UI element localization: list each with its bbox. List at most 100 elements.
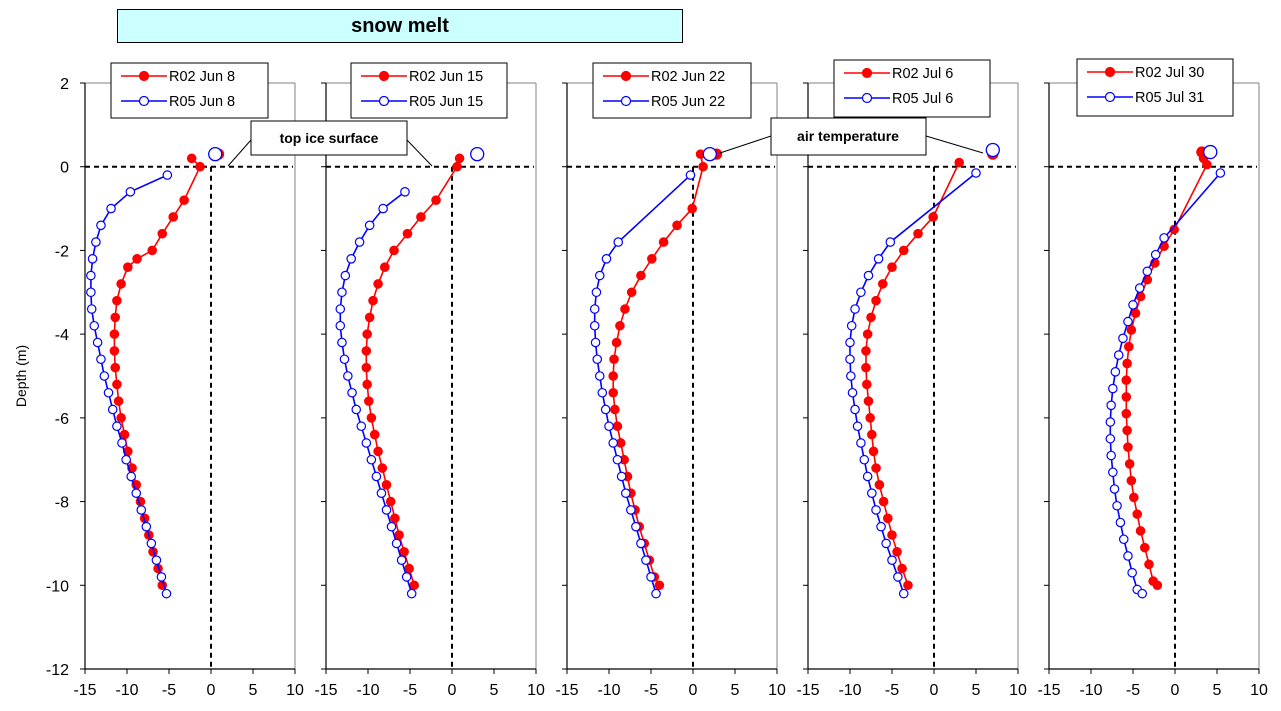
data-point xyxy=(110,312,121,323)
data-point xyxy=(845,354,855,365)
data-point xyxy=(866,312,876,323)
data-point xyxy=(594,371,605,381)
data-point xyxy=(1110,367,1121,377)
data-point xyxy=(897,563,907,574)
data-point xyxy=(698,161,708,172)
data-point xyxy=(867,429,877,440)
data-point xyxy=(156,572,167,582)
data-point xyxy=(361,438,372,448)
legend-marker xyxy=(138,70,150,82)
data-point xyxy=(402,228,413,239)
data-point xyxy=(611,337,622,348)
data-point xyxy=(615,320,625,331)
data-point xyxy=(119,429,130,440)
x-tick-label: -10 xyxy=(838,682,861,699)
data-point xyxy=(609,354,619,365)
data-point xyxy=(339,354,350,365)
data-point xyxy=(1122,425,1132,436)
data-point xyxy=(162,170,173,180)
legend-marker xyxy=(138,95,150,107)
legend-box xyxy=(350,62,508,119)
x-tick-label: 10 xyxy=(768,682,786,699)
data-point xyxy=(126,471,136,482)
data-point xyxy=(608,387,618,398)
data-point xyxy=(399,546,409,557)
data-point xyxy=(1144,559,1154,570)
data-point xyxy=(885,237,896,247)
data-point xyxy=(378,203,388,214)
data-point xyxy=(366,454,377,465)
data-point xyxy=(1105,417,1116,427)
data-point xyxy=(354,237,365,247)
data-point xyxy=(362,329,372,339)
legend: R02 Jun 8 R05 Jun 8 xyxy=(110,62,269,119)
data-point xyxy=(626,287,637,298)
data-point xyxy=(361,362,372,373)
legend-label: R02 Jun 22 xyxy=(651,69,725,85)
data-point xyxy=(109,346,120,356)
x-tick-label: 10 xyxy=(1009,682,1027,699)
legend-label: R05 Jun 8 xyxy=(169,94,235,110)
legend-label: R05 Jun 22 xyxy=(651,94,725,110)
y-tick-label: -6 xyxy=(55,411,69,428)
data-point xyxy=(186,153,197,164)
panel-5: -15 -10 -5 0 5 10 R02 Jul 30 R05 Jul 31 xyxy=(1037,58,1268,699)
data-point xyxy=(161,588,172,599)
data-point xyxy=(117,438,127,448)
data-point xyxy=(109,329,120,339)
data-point xyxy=(337,337,347,348)
data-point xyxy=(601,253,612,264)
data-point xyxy=(385,496,396,507)
data-point xyxy=(612,454,623,465)
data-point xyxy=(132,253,142,264)
data-point xyxy=(351,404,362,415)
legend-label: R02 Jul 30 xyxy=(1135,65,1204,81)
data-point xyxy=(404,563,414,574)
data-point xyxy=(1113,350,1124,360)
data-point xyxy=(856,287,866,298)
data-point xyxy=(592,354,603,365)
data-point xyxy=(92,337,103,348)
data-point xyxy=(867,488,877,498)
data-point xyxy=(874,480,885,490)
data-point xyxy=(1127,567,1137,578)
data-point xyxy=(121,454,131,465)
data-point xyxy=(335,320,346,331)
data-point xyxy=(362,379,372,390)
annotation-leader xyxy=(227,139,252,167)
data-point xyxy=(110,362,121,373)
data-point xyxy=(591,287,602,298)
data-point xyxy=(1118,534,1129,545)
y-tick-label: -4 xyxy=(55,327,69,344)
data-point xyxy=(400,187,410,197)
legend-box xyxy=(1076,58,1234,117)
data-point xyxy=(396,555,407,565)
data-point xyxy=(141,521,152,532)
legend: R02 Jun 15 R05 Jun 15 xyxy=(350,62,508,119)
panel-4: -15 -10 -5 0 5 10 R02 Jul 6 R05 Jul 6 xyxy=(796,59,1027,699)
data-point xyxy=(876,521,886,532)
data-point xyxy=(1121,408,1132,419)
annotation-leader xyxy=(406,139,433,167)
data-point xyxy=(1132,509,1142,519)
data-point xyxy=(103,387,114,398)
legend-marker xyxy=(861,92,873,104)
x-tick-label: -10 xyxy=(356,682,379,699)
data-point xyxy=(589,304,600,314)
data-point xyxy=(1123,442,1133,452)
series-line-r05 xyxy=(90,174,168,594)
data-point xyxy=(861,379,872,390)
data-point xyxy=(91,237,101,247)
data-point xyxy=(112,379,122,390)
data-point xyxy=(863,396,874,406)
series-line-r02 xyxy=(365,158,461,586)
y-tick-label: -12 xyxy=(46,662,69,679)
x-tick-label: 0 xyxy=(207,682,216,699)
panel-1: -15 -10 -5 0 5 10 R02 Jun 8 R05 Jun 8 xyxy=(73,62,304,699)
data-point xyxy=(1123,551,1133,561)
data-point xyxy=(335,304,346,314)
annotation-box xyxy=(770,117,927,156)
annotation-box xyxy=(250,120,408,156)
data-point xyxy=(846,320,857,331)
data-point xyxy=(871,505,881,515)
